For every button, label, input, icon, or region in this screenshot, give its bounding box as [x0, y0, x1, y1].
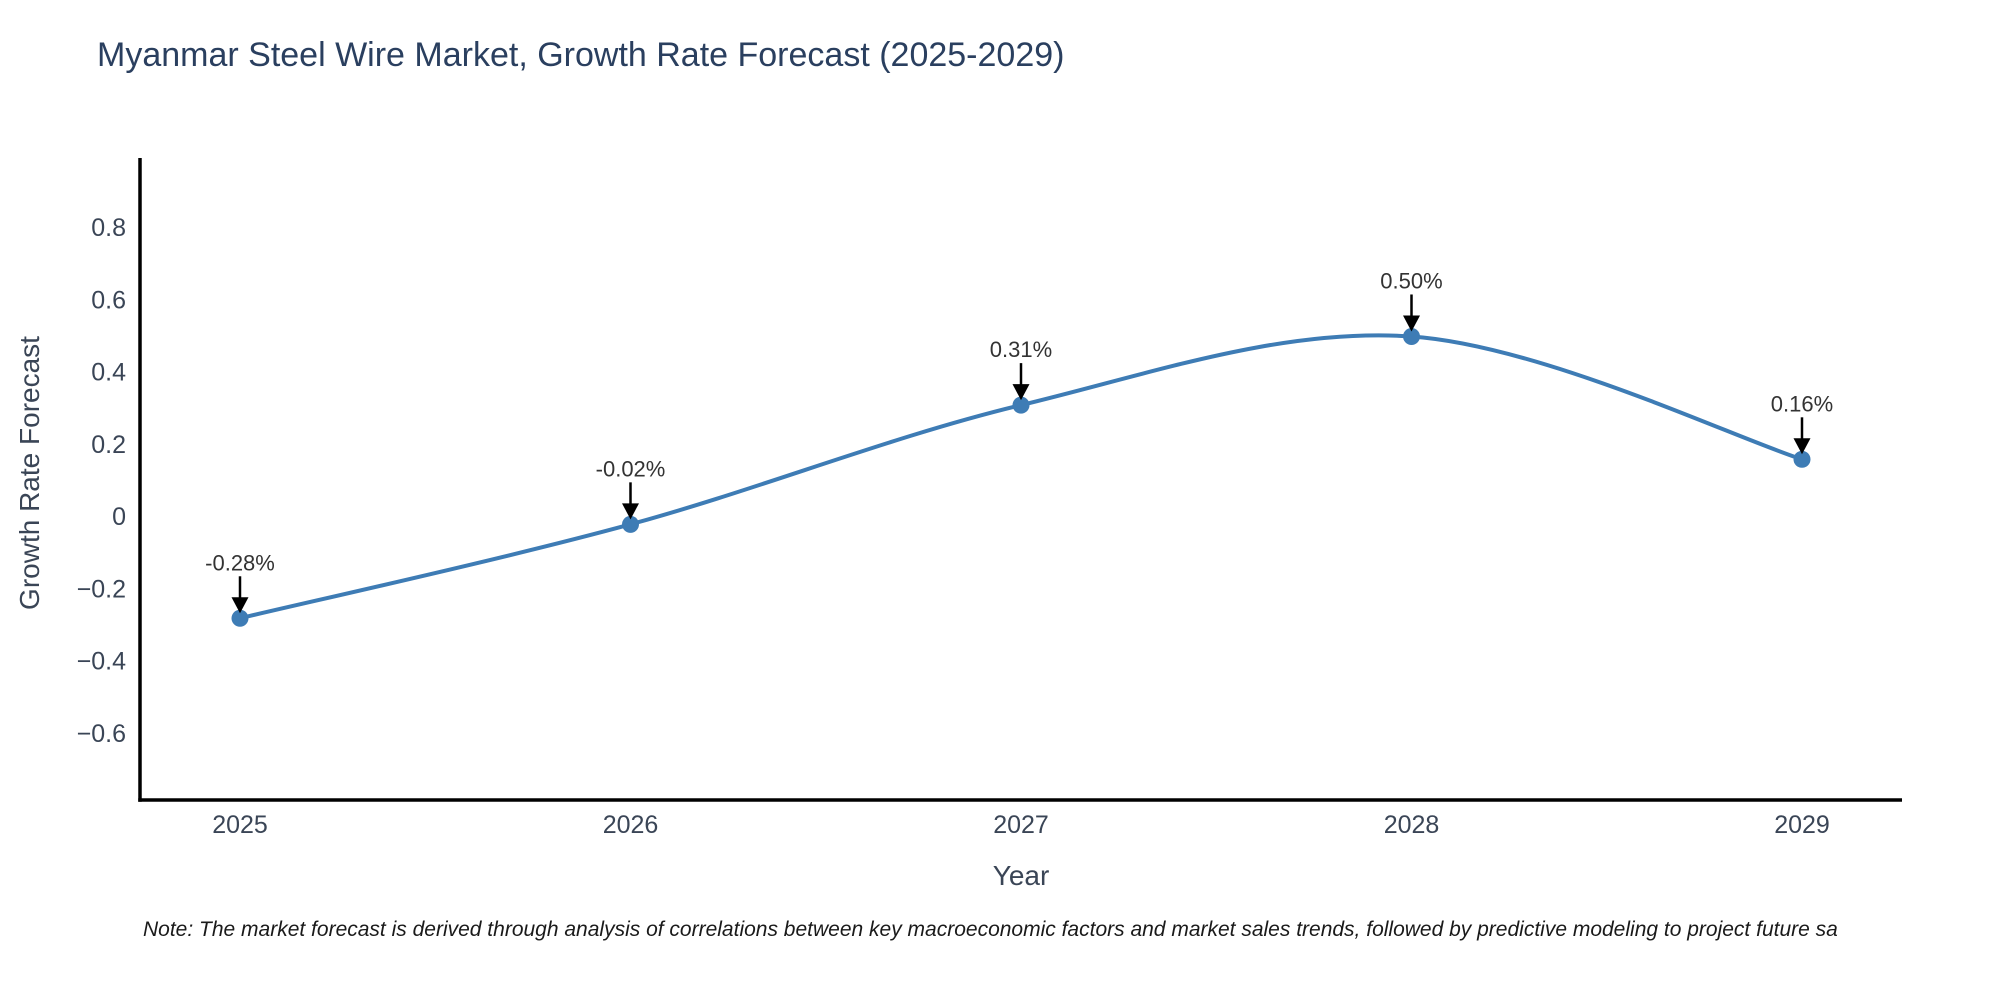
data-point-marker	[1012, 396, 1030, 414]
x-axis-title: Year	[992, 860, 1050, 891]
annotation-arrowhead	[1012, 384, 1030, 401]
point-annotation: 0.50%	[1380, 268, 1442, 293]
data-point-marker	[1793, 450, 1811, 468]
point-annotation: -0.02%	[596, 456, 666, 481]
annotation-arrowhead	[1403, 315, 1420, 332]
y-tick-label: −0.2	[77, 575, 126, 603]
x-tick-label: 2026	[603, 811, 659, 839]
x-tick-label: 2029	[1774, 811, 1830, 839]
y-axis-title: Growth Rate Forecast	[14, 336, 45, 610]
point-annotation: -0.28%	[205, 550, 275, 575]
footnote: Note: The market forecast is derived thr…	[143, 918, 1838, 941]
y-tick-label: 0	[112, 503, 126, 531]
data-point-marker	[1403, 327, 1420, 345]
y-tick-label: −0.6	[77, 720, 126, 748]
x-tick-label: 2025	[212, 811, 268, 839]
y-tick-label: −0.4	[77, 648, 126, 676]
data-point-marker	[622, 515, 639, 533]
x-tick-label: 2028	[1384, 811, 1440, 839]
annotation-arrowhead	[622, 503, 639, 520]
y-tick-label: 0.8	[91, 214, 126, 242]
y-tick-label: 0.6	[91, 286, 126, 314]
annotation-arrowhead	[231, 597, 249, 614]
annotation-arrowhead	[1793, 438, 1811, 455]
point-annotation: 0.16%	[1771, 391, 1833, 416]
y-tick-label: 0.4	[91, 359, 126, 387]
chart-title: Myanmar Steel Wire Market, Growth Rate F…	[97, 36, 1065, 74]
x-tick-label: 2027	[993, 811, 1049, 839]
point-annotation: 0.31%	[990, 337, 1052, 362]
y-tick-label: 0.2	[91, 431, 126, 459]
data-point-marker	[231, 609, 249, 627]
